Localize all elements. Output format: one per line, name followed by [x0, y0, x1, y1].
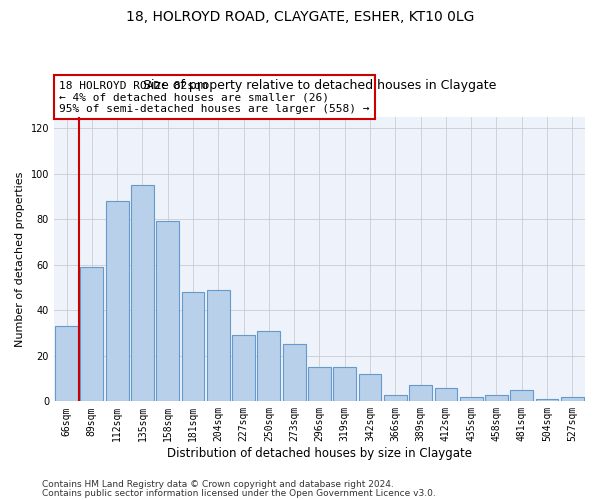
Bar: [334, 367, 356, 402]
Bar: [460, 397, 482, 402]
Bar: [80, 267, 103, 402]
Bar: [106, 201, 128, 402]
Bar: [283, 344, 305, 402]
Bar: [561, 397, 584, 402]
Bar: [182, 292, 205, 402]
Bar: [384, 394, 407, 402]
Bar: [536, 399, 559, 402]
Bar: [55, 326, 78, 402]
Text: 18, HOLROYD ROAD, CLAYGATE, ESHER, KT10 0LG: 18, HOLROYD ROAD, CLAYGATE, ESHER, KT10 …: [126, 10, 474, 24]
X-axis label: Distribution of detached houses by size in Claygate: Distribution of detached houses by size …: [167, 447, 472, 460]
Bar: [207, 290, 230, 402]
Y-axis label: Number of detached properties: Number of detached properties: [15, 172, 25, 346]
Bar: [511, 390, 533, 402]
Bar: [409, 386, 432, 402]
Text: 18 HOLROYD ROAD: 82sqm
← 4% of detached houses are smaller (26)
95% of semi-deta: 18 HOLROYD ROAD: 82sqm ← 4% of detached …: [59, 80, 370, 114]
Bar: [359, 374, 382, 402]
Bar: [131, 185, 154, 402]
Bar: [485, 394, 508, 402]
Bar: [232, 336, 255, 402]
Text: Contains HM Land Registry data © Crown copyright and database right 2024.: Contains HM Land Registry data © Crown c…: [42, 480, 394, 489]
Bar: [308, 367, 331, 402]
Text: Contains public sector information licensed under the Open Government Licence v3: Contains public sector information licen…: [42, 488, 436, 498]
Bar: [434, 388, 457, 402]
Bar: [157, 222, 179, 402]
Title: Size of property relative to detached houses in Claygate: Size of property relative to detached ho…: [143, 79, 496, 92]
Bar: [257, 331, 280, 402]
